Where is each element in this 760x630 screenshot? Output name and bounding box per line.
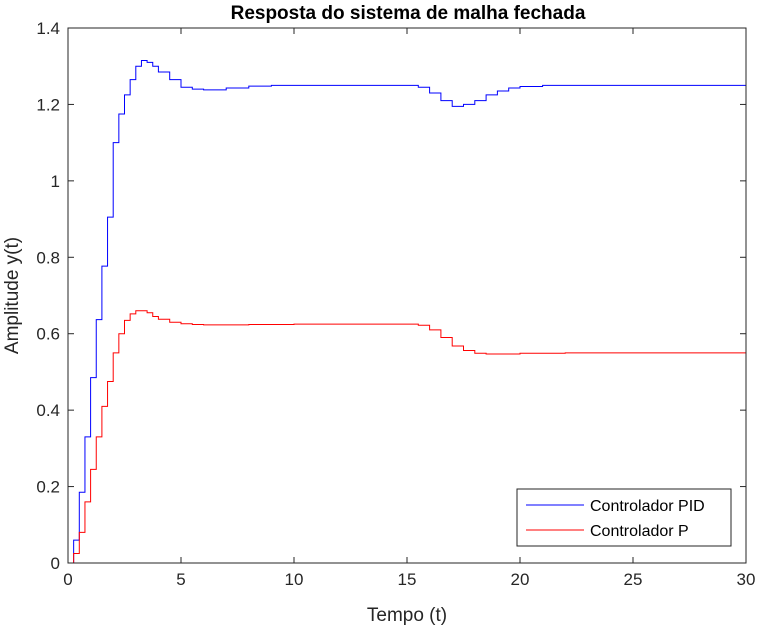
legend-label-p: Controlador P	[590, 523, 689, 540]
y-tick-label: 0.4	[36, 401, 60, 420]
x-tick-label: 10	[285, 570, 304, 589]
y-tick-label: 1	[51, 172, 60, 191]
y-tick-label: 1.2	[36, 95, 60, 114]
plot-area	[68, 28, 746, 563]
y-tick-label: 0.8	[36, 248, 60, 267]
series-layer	[68, 59, 746, 564]
y-tick-label: 0.2	[36, 478, 60, 497]
legend: Controlador PID Controlador P	[516, 488, 732, 547]
chart-title: Resposta do sistema de malha fechada	[231, 3, 586, 24]
ticks-layer: 0 5 10 15 20 25 30 0 0.2 0.4 0.6 0.8 1 1.2 1.4	[36, 19, 755, 589]
y-axis-label: Amplitude y(t)	[2, 237, 23, 354]
y-tick-label: 0.6	[36, 325, 60, 344]
x-tick-label: 5	[176, 570, 185, 589]
x-tick-label: 30	[737, 570, 756, 589]
legend-label-pid: Controlador PID	[590, 498, 705, 515]
legend-box	[516, 488, 732, 547]
x-tick-label: 0	[63, 570, 72, 589]
x-tick-label: 25	[624, 570, 643, 589]
x-tick-label: 20	[511, 570, 530, 589]
x-axis-label: Tempo (t)	[367, 605, 447, 626]
y-tick-label: 1.4	[36, 19, 60, 38]
y-tick-label: 0	[51, 554, 60, 573]
series-line-p	[68, 310, 746, 564]
series-line-pid	[68, 59, 746, 564]
x-tick-label: 15	[398, 570, 417, 589]
